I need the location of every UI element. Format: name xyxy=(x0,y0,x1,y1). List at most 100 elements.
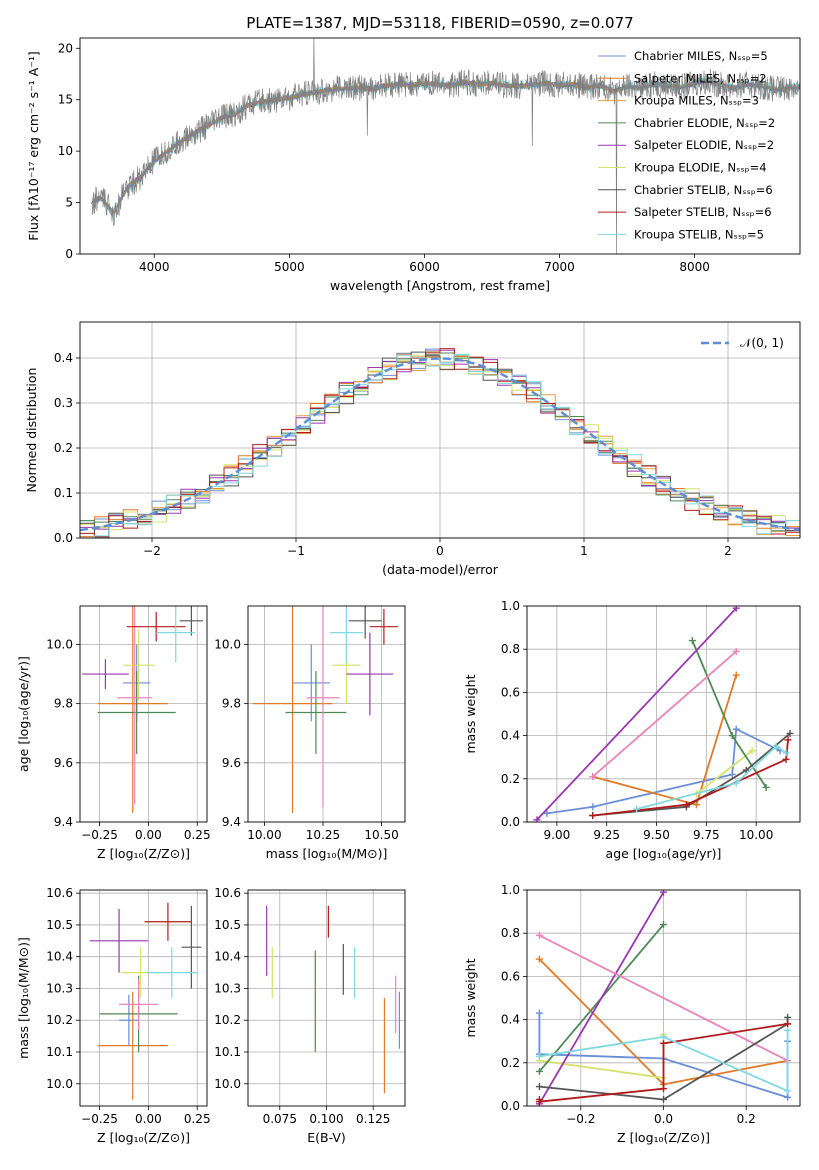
errorbar-point xyxy=(97,671,176,754)
x-tick-label: 0.2 xyxy=(737,1112,756,1126)
x-tick-label: −2 xyxy=(143,544,161,558)
x-tick-label: 0.00 xyxy=(135,828,162,842)
y-axis-label: age [log₁₀(age/yr)] xyxy=(16,656,31,772)
y-tick-label: 10.6 xyxy=(46,886,73,900)
y-tick-label: 10.5 xyxy=(46,918,73,932)
plot-area xyxy=(535,890,792,1106)
y-tick-label: 10.2 xyxy=(46,1013,73,1027)
y-tick-label: 9.4 xyxy=(222,815,241,829)
y-axis-label: Flux [fλ10⁻¹⁷ erg cm⁻² s⁻¹ A⁻¹] xyxy=(26,51,41,240)
plot-area xyxy=(80,348,800,538)
y-tick-label: 0.8 xyxy=(501,642,520,656)
y-tick-label: 0.2 xyxy=(501,1056,520,1070)
y-tick-label: 0.2 xyxy=(54,441,73,455)
x-tick-label: 10.00 xyxy=(739,828,773,842)
y-tick-label: 0.6 xyxy=(501,685,520,699)
x-tick-label: 2 xyxy=(724,544,732,558)
errorbar-point xyxy=(179,606,204,636)
weight-series xyxy=(589,729,794,820)
x-tick-label: 0.075 xyxy=(263,1112,297,1126)
x-tick-label: 4000 xyxy=(139,260,170,274)
y-tick-label: 10.5 xyxy=(214,918,241,932)
y-tick-label: 10.0 xyxy=(214,637,241,651)
x-tick-label: −1 xyxy=(287,544,305,558)
figure-title: PLATE=1387, MJD=53118, FIBERID=0590, z=0… xyxy=(246,14,633,32)
axes-frame xyxy=(79,605,208,823)
errorbar-point xyxy=(252,606,333,814)
errorbar-point xyxy=(117,606,153,805)
weight-line xyxy=(538,891,665,1105)
x-tick-label: 5000 xyxy=(274,260,305,274)
model-line xyxy=(91,79,616,214)
y-tick-label: 9.6 xyxy=(54,756,73,770)
y-tick-label: 10.4 xyxy=(46,950,73,964)
x-tick-label: 0.0 xyxy=(654,1112,673,1126)
axes-frame xyxy=(526,889,801,1107)
x-axis-label: wavelength [Angstrom, rest frame] xyxy=(330,278,550,293)
y-tick-label: 10.0 xyxy=(46,1077,73,1091)
y-tick-label: 0.4 xyxy=(501,729,520,743)
errorbar-point xyxy=(330,606,363,663)
x-axis-label: Z [log₁₀(Z/Z⊙)] xyxy=(617,1130,710,1145)
weight-series xyxy=(589,736,792,820)
y-tick-label: 5 xyxy=(65,196,73,210)
weight-line xyxy=(538,934,789,1062)
histogram-step xyxy=(80,354,800,538)
x-tick-label: 10.25 xyxy=(306,828,340,842)
y-tick-label: 9.4 xyxy=(54,815,73,829)
panel-residuals: −2 −1 0 1 2 0.0 0.1 0.2 0.3 0.4 (data-model)/error… xyxy=(24,321,801,577)
y-tick-label: 10.1 xyxy=(214,1045,241,1059)
x-tick-label: 1 xyxy=(580,544,588,558)
axes-frame xyxy=(247,605,406,823)
weight-series xyxy=(688,637,770,791)
axes-frame xyxy=(79,37,801,255)
y-tick-label: 10.4 xyxy=(214,950,241,964)
x-tick-label: 9.25 xyxy=(593,828,620,842)
weight-line xyxy=(536,607,737,821)
y-axis-label: Normed distribution xyxy=(24,368,39,493)
errorbar-point xyxy=(146,947,198,998)
errorbar-point xyxy=(81,659,129,689)
panel-spectrum: 4000 5000 6000 7000 8000 0 5 10 15 20 wavelength [… xyxy=(26,37,801,293)
weight-series xyxy=(589,647,740,781)
weight-series xyxy=(535,1026,792,1095)
y-tick-label: 10.3 xyxy=(46,981,73,995)
plot-area xyxy=(266,905,400,1094)
y-tick-label: 1.0 xyxy=(501,883,520,897)
weight-series xyxy=(533,606,740,822)
axes-frame xyxy=(526,605,801,823)
y-tick-label: 0.4 xyxy=(501,1013,520,1027)
residual-legend: 𝒩(0, 1) xyxy=(701,336,784,350)
legend-label: Chabrier MILES, Nₛₛₚ=5 xyxy=(634,49,768,63)
weight-line xyxy=(592,650,737,778)
x-tick-label: 0.00 xyxy=(135,1112,162,1126)
x-axis-label: mass [log₁₀(M/M⊙)] xyxy=(266,846,388,861)
y-tick-label: 10.2 xyxy=(214,1013,241,1027)
y-tick-label: 0 xyxy=(65,247,73,261)
y-tick-label: 0.0 xyxy=(501,815,520,829)
x-axis-label: age [log₁₀(age/yr)] xyxy=(606,846,722,861)
y-tick-label: 10.3 xyxy=(214,981,241,995)
x-tick-label: 9.75 xyxy=(693,828,720,842)
y-tick-label: 0.0 xyxy=(501,1099,520,1113)
errorbar-point xyxy=(369,608,398,645)
panel-mass_vs_ebv: 0.075 0.100 0.125 10.0 10.1 10.2 10.3 10.4 10.5 1… xyxy=(214,886,406,1145)
x-tick-label: −0.2 xyxy=(566,1112,595,1126)
x-tick-label: 0.100 xyxy=(309,1112,343,1126)
errorbar-point xyxy=(306,606,340,808)
x-axis-label: Z [log₁₀(Z/Z⊙)] xyxy=(97,1130,190,1145)
axes-frame xyxy=(79,321,801,539)
y-axis-label: mass weight xyxy=(463,958,478,1037)
legend-label: Salpeter MILES, Nₛₛₚ=2 xyxy=(634,71,767,85)
y-tick-label: 0.2 xyxy=(501,772,520,786)
errorbar-point xyxy=(285,671,347,754)
plot-area xyxy=(533,606,794,822)
data-spectrum-line xyxy=(91,38,800,254)
x-tick-label: 0.125 xyxy=(356,1112,390,1126)
weight-series xyxy=(535,890,667,1106)
x-axis-label: Z [log₁₀(Z/Z⊙)] xyxy=(97,846,190,861)
errorbar-point xyxy=(292,644,331,722)
y-axis-label: mass [log₁₀(M/M⊙)] xyxy=(16,937,31,1059)
weight-series xyxy=(543,725,784,817)
panel-age_vs_mass: 10.00 10.25 10.50 9.4 9.6 9.8 10.0 mass [log₁₀(… xyxy=(214,605,406,861)
